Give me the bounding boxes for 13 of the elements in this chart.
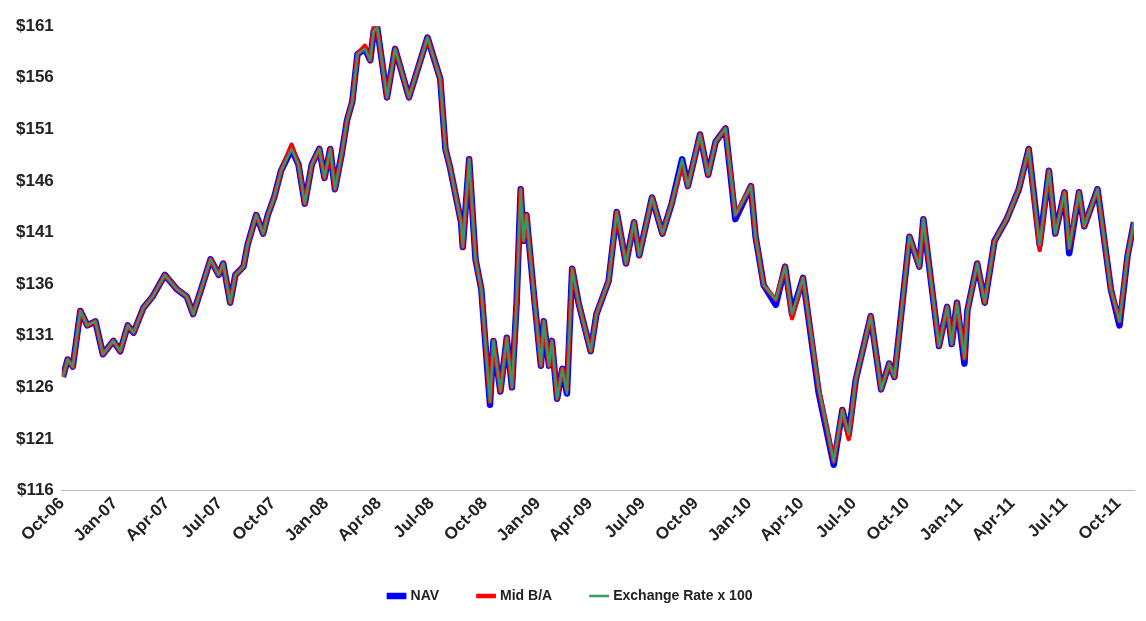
y-tick-label: $126 <box>15 377 54 396</box>
y-tick-label: $136 <box>15 273 54 293</box>
y-tick-label: $121 <box>15 428 54 448</box>
y-tick-label: $151 <box>15 119 54 139</box>
legend-label: NAV <box>410 586 440 603</box>
y-tick-label: $141 <box>15 222 54 242</box>
y-tick-label: $116 <box>16 480 54 500</box>
y-tick-label: $146 <box>15 170 54 190</box>
legend-label: Exchange Rate x 100 <box>613 586 753 603</box>
y-tick-label: $156 <box>15 67 54 87</box>
y-tick-label: $131 <box>15 325 54 345</box>
legend-label: Mid B/A <box>500 586 553 603</box>
y-tick-label: $161 <box>15 15 54 35</box>
